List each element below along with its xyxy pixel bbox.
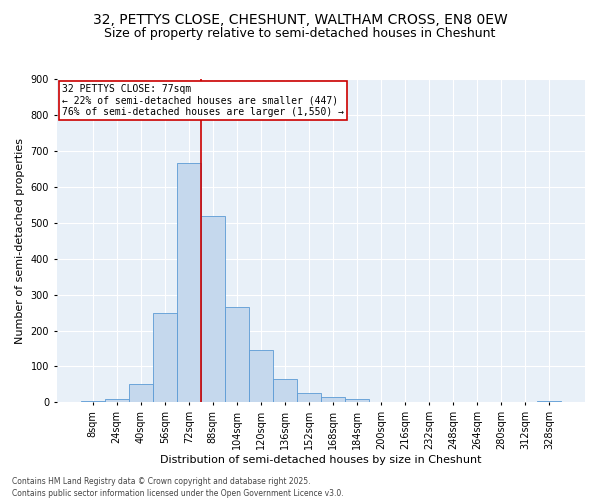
- Bar: [345, 399, 369, 402]
- Text: Contains HM Land Registry data © Crown copyright and database right 2025.
Contai: Contains HM Land Registry data © Crown c…: [12, 476, 344, 498]
- Bar: [105, 399, 129, 402]
- Bar: [297, 394, 321, 402]
- Bar: [81, 400, 105, 402]
- Bar: [249, 350, 273, 403]
- Bar: [225, 307, 249, 402]
- Bar: [153, 312, 177, 402]
- Bar: [537, 400, 561, 402]
- Bar: [321, 397, 345, 402]
- Text: Size of property relative to semi-detached houses in Cheshunt: Size of property relative to semi-detach…: [104, 28, 496, 40]
- Text: 32 PETTYS CLOSE: 77sqm
← 22% of semi-detached houses are smaller (447)
76% of se: 32 PETTYS CLOSE: 77sqm ← 22% of semi-det…: [62, 84, 344, 117]
- Bar: [129, 384, 153, 402]
- Bar: [273, 379, 297, 402]
- X-axis label: Distribution of semi-detached houses by size in Cheshunt: Distribution of semi-detached houses by …: [160, 455, 482, 465]
- Y-axis label: Number of semi-detached properties: Number of semi-detached properties: [15, 138, 25, 344]
- Bar: [177, 164, 201, 402]
- Bar: [201, 216, 225, 402]
- Text: 32, PETTYS CLOSE, CHESHUNT, WALTHAM CROSS, EN8 0EW: 32, PETTYS CLOSE, CHESHUNT, WALTHAM CROS…: [92, 12, 508, 26]
